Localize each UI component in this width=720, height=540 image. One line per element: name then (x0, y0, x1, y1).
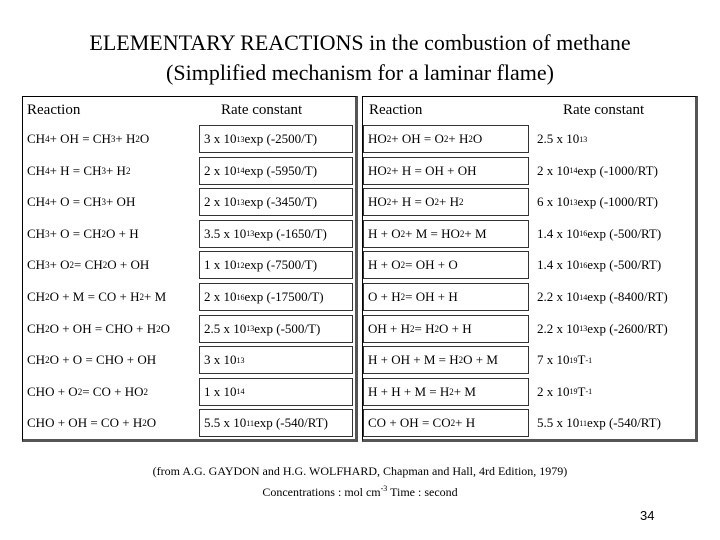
right-reaction-cell: HO 2 + H = OH + OH (363, 156, 529, 185)
right-header-rate: Rate constant (563, 102, 645, 118)
left-header-reaction: Reaction (27, 102, 81, 118)
left-reaction-cell: CH 2 O + O = CHO + OH (27, 352, 157, 368)
right-reaction-cell: CO + OH = CO 2 + H (363, 409, 529, 438)
left-rate-cell: 2.5 x 10 13 exp (-500/T) (199, 314, 353, 343)
left-rate-cell: 2 x 10 13 exp (-3450/T) (199, 188, 353, 217)
right-rate-cell: 2.2 x 10 13 exp (-2600/RT) (537, 320, 668, 336)
left-rate-cell: 3 x 10 13 (199, 346, 353, 375)
title-line-1: ELEMENTARY REACTIONS in the combustion o… (89, 30, 631, 55)
right-rate-cell: 2.5 x 10 13 (537, 131, 588, 146)
right-rate-cell: 6 x 10 13 exp (-1000/RT) (537, 194, 658, 210)
left-reaction-table: Reaction Rate constant CH 4 + OH = CH 3 + … (22, 96, 358, 442)
right-header-reaction: Reaction (369, 102, 423, 118)
page-number: 34 (640, 508, 655, 523)
left-rate-cell: 5.5 x 10 11 exp (-540/RT) (199, 409, 353, 438)
right-rate-cell: 2 x 10 14 exp (-1000/RT) (537, 162, 658, 178)
left-rate-cell: 1 x 10 14 (199, 377, 353, 406)
left-rate-cell: 1 x 10 12 exp (-7500/T) (199, 251, 353, 280)
right-rate-cell: 1.4 x 10 16 exp (-500/RT) (537, 257, 662, 273)
left-rate-cell: 3.5 x 10 13 exp (-1650/T) (199, 219, 353, 248)
units-note: Concentrations : mol cm-3 Time : second (262, 484, 458, 499)
left-rate-cell: 2 x 10 14 exp (-5950/T) (199, 156, 353, 185)
left-reaction-cell: CH 4 + O = CH 3 + OH (27, 194, 136, 210)
left-header-rate: Rate constant (221, 102, 303, 118)
title-line-2: (Simplified mechanism for a laminar flam… (166, 60, 554, 85)
left-rate-cell: 2 x 10 16 exp (-17500/T) (199, 283, 353, 311)
left-rate-cell: 3 x 10 13 exp (-2500/T) (199, 125, 353, 153)
reference-citation: (from A.G. GAYDON and H.G. WOLFHARD, Cha… (152, 464, 568, 478)
right-rate-cell: 7 x 10 19 T -1 (537, 352, 593, 368)
slide-title: ELEMENTARY REACTIONS in the combustion o… (0, 28, 720, 88)
right-rate-cell: 5.5 x 10 11 exp (-540/RT) (537, 415, 661, 431)
right-rate-cell: 1.4 x 10 16 exp (-500/RT) (537, 225, 662, 241)
left-reaction-cell: CH 3 + O = CH 2 O + H (27, 225, 139, 241)
right-rate-cell: 2 x 10 19 T -1 (537, 383, 593, 399)
right-rate-cell: 2.2 x 10 14 exp (-8400/RT) (537, 289, 668, 304)
